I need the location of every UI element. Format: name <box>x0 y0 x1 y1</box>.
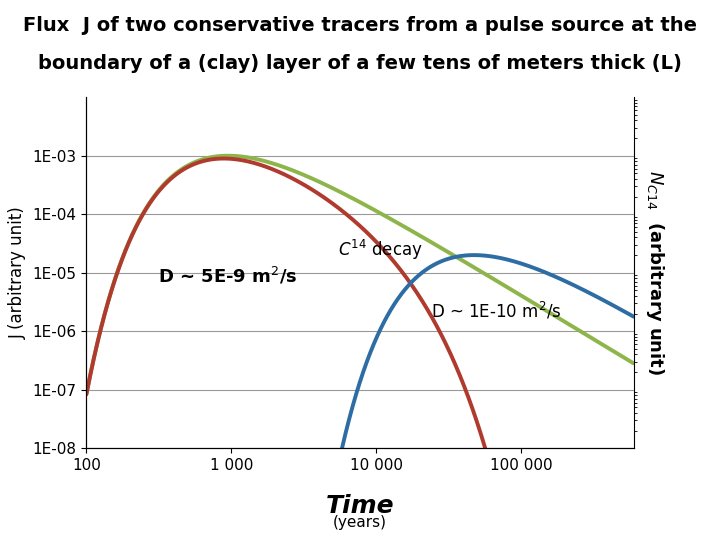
Text: D ~ 5E-9 m$^2$/s: D ~ 5E-9 m$^2$/s <box>158 266 297 287</box>
Text: boundary of a (clay) layer of a few tens of meters thick (L): boundary of a (clay) layer of a few tens… <box>38 54 682 73</box>
Text: (years): (years) <box>333 515 387 530</box>
Text: D ~ 1E-10 m$^2$/s: D ~ 1E-10 m$^2$/s <box>431 301 562 322</box>
Text: $C^{14}$ decay: $C^{14}$ decay <box>338 238 423 262</box>
Y-axis label: $N_{C14}$  (arbitrary unit): $N_{C14}$ (arbitrary unit) <box>644 170 666 375</box>
Text: Flux  J of two conservative tracers from a pulse source at the: Flux J of two conservative tracers from … <box>23 16 697 35</box>
Y-axis label: J (arbitrary unit): J (arbitrary unit) <box>9 206 27 339</box>
Text: Time: Time <box>325 494 395 518</box>
